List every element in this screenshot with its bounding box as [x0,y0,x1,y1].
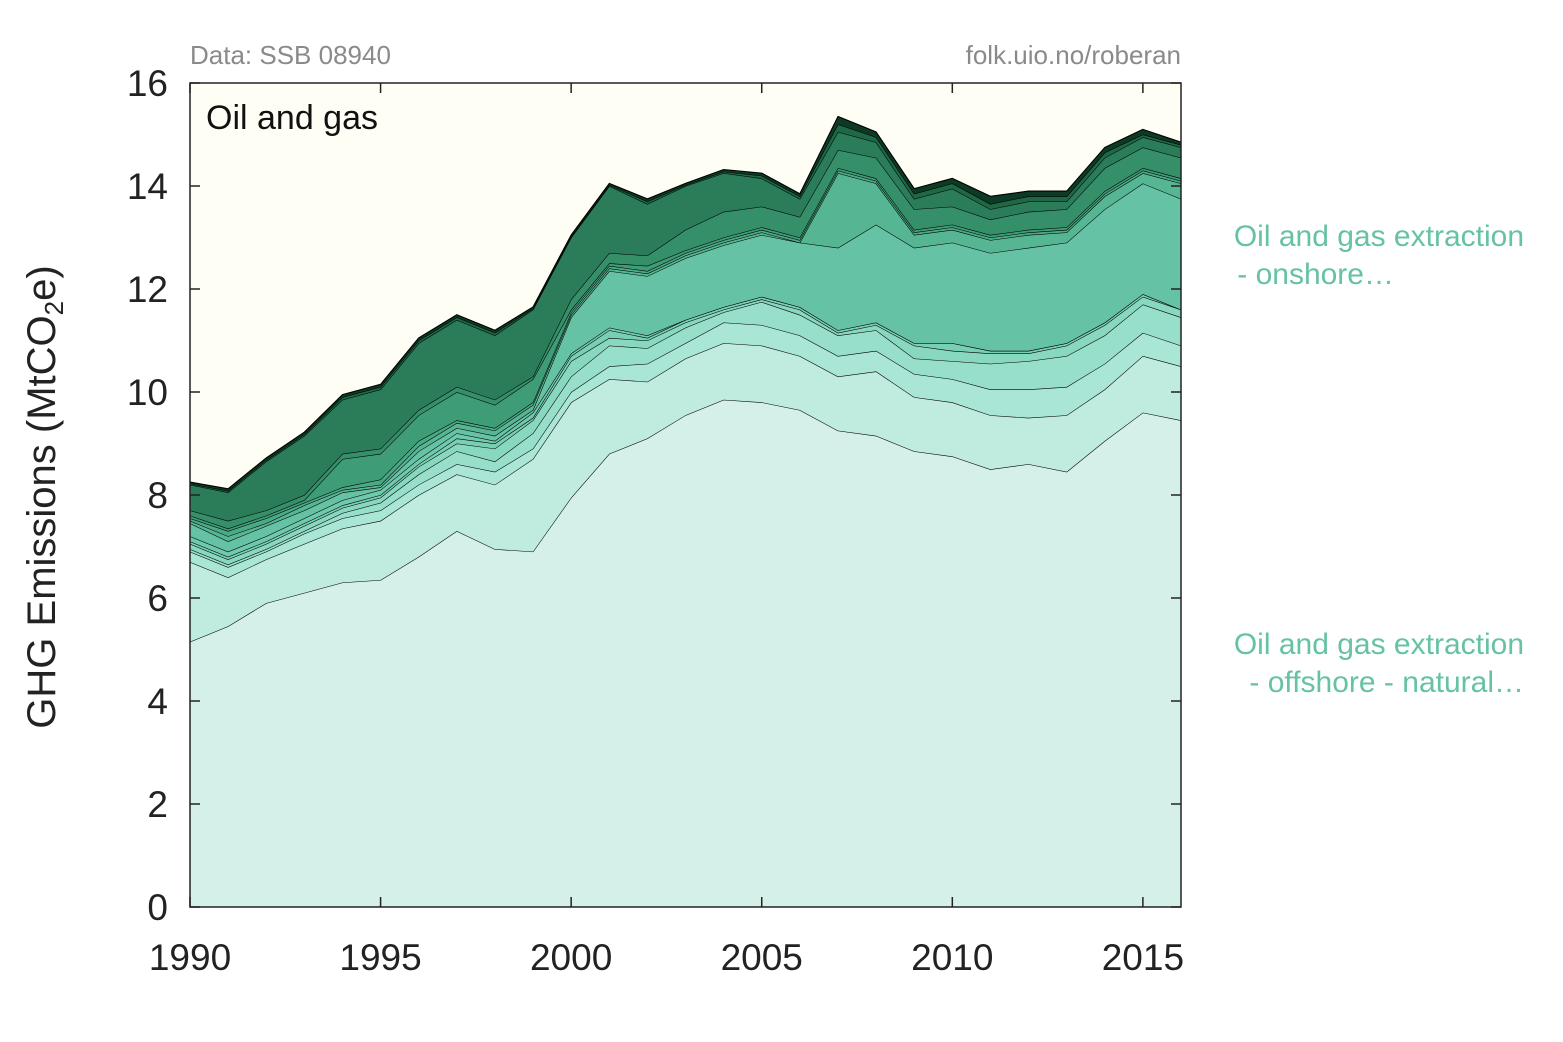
x-tick-label: 2015 [1102,937,1184,978]
y-tick-labels: 0 2 4 6 8 10 12 14 16 [127,63,168,928]
x-tick-label: 2005 [721,937,803,978]
area-layer-8 [190,183,1181,552]
area-layer-13 [190,131,1181,521]
x-tick-labels: 1990 1995 2000 2005 2010 2015 [149,937,1184,978]
x-tick-label: 2010 [911,937,993,978]
area-layer-2 [190,343,1181,642]
x-tick-label: 1990 [149,937,231,978]
legend-label-line2: - offshore - natural… [1233,666,1524,699]
source-label: Data: SSB 08940 [190,40,391,70]
chart-title: Oil and gas [206,99,378,137]
y-tick-label: 16 [127,63,168,104]
area-layer-3 [190,322,1181,578]
y-tick-label: 14 [127,166,168,207]
area-layer-1 [190,399,1181,907]
area-layer-4 [190,301,1181,568]
axis-ticks [189,82,1181,908]
y-tick-label: 0 [147,887,168,928]
y-tick-label: 2 [147,784,168,825]
legend-label-line1: Oil and gas extraction [1234,628,1524,661]
y-tick-label: 6 [147,578,168,619]
website-label: folk.uio.no/roberan [966,40,1181,70]
y-axis-title: GHG Emissions (MtCO2e) [20,265,69,728]
legend-label-line2: - onshore… [1221,258,1394,291]
y-tick-label: 10 [127,372,168,413]
x-tick-label: 1995 [339,937,421,978]
legend-label-line1: Oil and gas extraction [1234,220,1524,253]
y-tick-label: 12 [127,269,168,310]
legend: Oil and gas extraction - onshore… Oil and… [1221,220,1524,699]
area-boundary-15 [189,115,1182,490]
area-layer-5 [190,296,1181,565]
x-tick-label: 2000 [530,937,612,978]
stacked-areas [189,115,1182,907]
y-tick-label: 4 [147,681,168,722]
y-tick-label: 8 [147,475,168,516]
area-layer-6 [190,294,1181,560]
